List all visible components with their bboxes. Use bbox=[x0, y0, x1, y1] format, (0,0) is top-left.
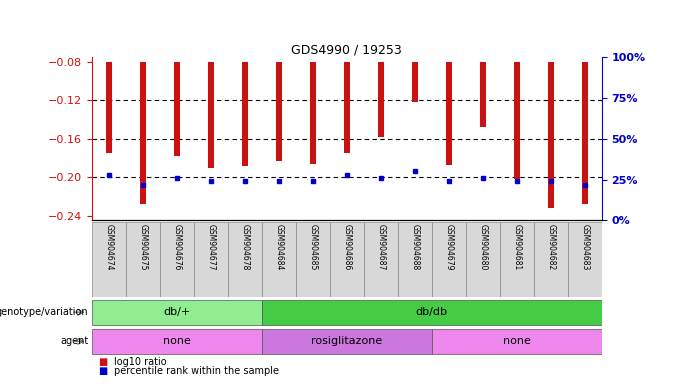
Text: db/+: db/+ bbox=[163, 307, 190, 317]
Text: ■: ■ bbox=[99, 357, 108, 367]
Bar bbox=[126, 222, 160, 297]
Bar bbox=[92, 300, 262, 324]
Bar bbox=[411, 62, 418, 103]
Bar bbox=[466, 222, 500, 297]
Bar bbox=[514, 62, 520, 179]
Bar bbox=[581, 62, 588, 204]
Bar bbox=[262, 300, 602, 324]
Bar bbox=[500, 222, 534, 297]
Bar bbox=[548, 62, 554, 208]
Text: db/db: db/db bbox=[415, 307, 448, 317]
Text: GSM904674: GSM904674 bbox=[104, 224, 114, 271]
Bar bbox=[106, 62, 112, 153]
Bar bbox=[310, 62, 316, 164]
Text: none: none bbox=[163, 336, 190, 346]
Bar bbox=[262, 222, 296, 297]
Text: GSM904681: GSM904681 bbox=[512, 224, 522, 270]
Text: GSM904688: GSM904688 bbox=[410, 224, 420, 270]
Bar bbox=[377, 62, 384, 137]
Text: GSM904678: GSM904678 bbox=[240, 224, 250, 271]
Text: genotype/variation: genotype/variation bbox=[0, 307, 88, 317]
Text: GSM904682: GSM904682 bbox=[546, 224, 556, 270]
Text: GSM904677: GSM904677 bbox=[206, 224, 216, 271]
Bar bbox=[194, 222, 228, 297]
Bar bbox=[208, 62, 214, 168]
Text: log10 ratio: log10 ratio bbox=[114, 358, 166, 367]
Bar bbox=[92, 329, 262, 354]
Text: ■: ■ bbox=[99, 366, 108, 376]
Bar bbox=[344, 62, 350, 153]
Title: GDS4990 / 19253: GDS4990 / 19253 bbox=[292, 43, 402, 56]
Text: GSM904675: GSM904675 bbox=[138, 224, 148, 271]
Bar bbox=[432, 329, 602, 354]
Text: GSM904679: GSM904679 bbox=[444, 224, 454, 271]
Text: GSM904687: GSM904687 bbox=[376, 224, 386, 271]
Text: none: none bbox=[503, 336, 530, 346]
Bar bbox=[534, 222, 568, 297]
Bar bbox=[296, 222, 330, 297]
Text: agent: agent bbox=[60, 336, 88, 346]
Text: GSM904684: GSM904684 bbox=[274, 224, 284, 271]
Bar bbox=[262, 329, 432, 354]
Text: percentile rank within the sample: percentile rank within the sample bbox=[114, 366, 279, 376]
Text: GSM904686: GSM904686 bbox=[342, 224, 352, 271]
Bar bbox=[140, 62, 146, 204]
Bar bbox=[160, 222, 194, 297]
Bar bbox=[432, 222, 466, 297]
Bar bbox=[228, 222, 262, 297]
Bar bbox=[92, 222, 126, 297]
Bar bbox=[479, 62, 486, 127]
Text: GSM904683: GSM904683 bbox=[580, 224, 590, 271]
Bar bbox=[330, 222, 364, 297]
Text: GSM904680: GSM904680 bbox=[478, 224, 488, 271]
Text: rosiglitazone: rosiglitazone bbox=[311, 336, 382, 346]
Bar bbox=[174, 62, 180, 156]
Bar bbox=[446, 62, 452, 165]
Bar bbox=[364, 222, 398, 297]
Text: GSM904676: GSM904676 bbox=[172, 224, 182, 271]
Bar bbox=[568, 222, 602, 297]
Text: GSM904685: GSM904685 bbox=[308, 224, 318, 271]
Bar bbox=[398, 222, 432, 297]
Bar bbox=[242, 62, 248, 166]
Bar bbox=[276, 62, 282, 161]
